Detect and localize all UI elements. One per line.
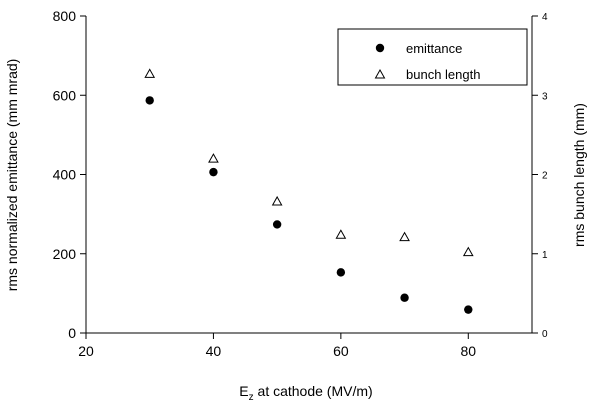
x-axis-title-main: E <box>239 383 248 399</box>
x-tick-label: 40 <box>206 343 222 359</box>
bunch-length-point <box>335 229 347 239</box>
y2-tick-label: 3 <box>542 91 548 102</box>
emittance-point <box>209 167 218 177</box>
emittance-point <box>400 293 409 302</box>
y-tick-label: 800 <box>53 8 77 24</box>
y-tick-label: 600 <box>53 87 77 103</box>
legend: emittance bunch length <box>337 28 528 86</box>
emittance-point <box>272 220 282 229</box>
data-marks <box>144 68 474 314</box>
legend-box <box>337 28 528 86</box>
emittance-point <box>336 268 346 277</box>
y2-tick-label: 2 <box>542 171 548 182</box>
legend-marker-emittance <box>375 43 385 53</box>
x-axis-title-rest: at cathode (MV/m) <box>254 383 373 399</box>
y-tick-label: 400 <box>53 167 77 183</box>
x-tick-label: 20 <box>78 343 94 359</box>
bunch-length-point <box>399 231 410 242</box>
y2-tick-label: 4 <box>542 12 548 23</box>
legend-label-emittance: emittance <box>406 41 462 56</box>
x-tick-label: 60 <box>333 343 349 359</box>
x-axis-title-subscript: z <box>249 392 254 403</box>
emittance-point <box>145 96 154 105</box>
y2-tick-label: 1 <box>542 250 548 261</box>
legend-marker-bunch-length <box>374 68 386 79</box>
x-tick-label: 80 <box>460 343 476 359</box>
x-axis-title: Ez at cathode (MV/m) <box>239 383 372 403</box>
bunch-length-point <box>271 195 283 206</box>
bunch-length-point <box>144 68 156 78</box>
y-axis-title: rms normalized emittance (mm mrad) <box>4 59 20 292</box>
y-tick-label: 0 <box>68 325 76 341</box>
y2-tick-label: 0 <box>542 329 548 340</box>
bunch-length-point <box>208 153 219 163</box>
y2-axis-title: rms bunch length (mm) <box>571 103 587 247</box>
bunch-length-point <box>462 246 474 257</box>
legend-label-bunch-length: bunch length <box>406 67 480 82</box>
emittance-point <box>464 305 473 314</box>
y-tick-label: 200 <box>53 246 77 262</box>
